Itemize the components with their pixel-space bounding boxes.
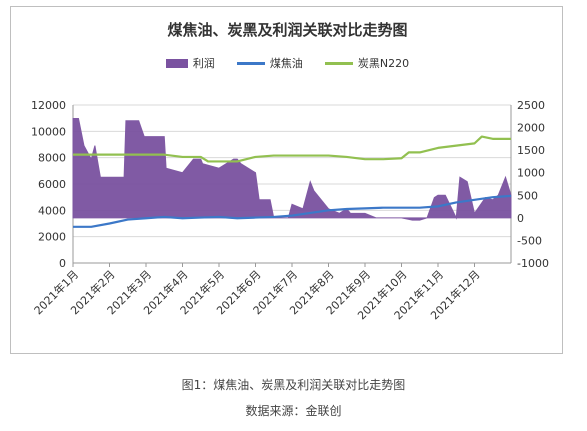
- y-tick-right: -1000: [517, 257, 549, 270]
- chart-legend: 利润 煤焦油 炭黑N220: [11, 55, 564, 71]
- y-tick-left: 4000: [38, 204, 66, 217]
- legend-swatch-carbon-black: [324, 61, 353, 65]
- source-caption: 数据来源：金联创: [245, 404, 342, 418]
- legend-label-carbon-black: 炭黑N220: [357, 57, 410, 70]
- y-tick-right: 2500: [517, 99, 545, 112]
- legend-label-profit: 利润: [192, 57, 215, 70]
- y-tick-left: 0: [59, 257, 66, 270]
- y-tick-right: 2000: [517, 122, 545, 135]
- y-tick-right: 0: [517, 212, 524, 225]
- y-tick-left: 12000: [31, 99, 66, 112]
- chart-frame: 煤焦油、炭黑及利润关联对比走势图 利润 煤焦油 炭黑N220 0 2000 4000…: [10, 6, 563, 354]
- y-tick-left: 2000: [38, 231, 66, 244]
- chart-plot: 0 2000 4000 6000 8000 10000 12000 -1000 -500 0 500…: [31, 99, 549, 322]
- legend-item-coal-tar: 煤焦油: [236, 55, 303, 71]
- figure-caption: 图1：煤焦油、炭黑及利润关联对比走势图: [181, 378, 406, 392]
- series-line-coal-tar: [73, 194, 512, 228]
- y-tick-left: 8000: [38, 152, 66, 165]
- series-line-carbon-black: [73, 135, 511, 163]
- legend-label-coal-tar: 煤焦油: [269, 57, 303, 70]
- y-tick-left: 6000: [38, 178, 66, 191]
- legend-swatch-profit: [165, 58, 188, 68]
- y-tick-right: 1500: [517, 144, 545, 157]
- series-area-profit: [72, 118, 512, 221]
- legend-swatch-coal-tar: [236, 61, 265, 65]
- y-tick-right: 500: [517, 189, 538, 202]
- legend-item-profit: 利润: [165, 55, 215, 71]
- y-tick-left: 10000: [31, 125, 66, 138]
- y-tick-right: 1000: [517, 167, 545, 180]
- y-tick-right: -500: [517, 234, 542, 247]
- legend-item-carbon-black: 炭黑N220: [324, 55, 410, 71]
- chart-title: 煤焦油、炭黑及利润关联对比走势图: [167, 21, 408, 39]
